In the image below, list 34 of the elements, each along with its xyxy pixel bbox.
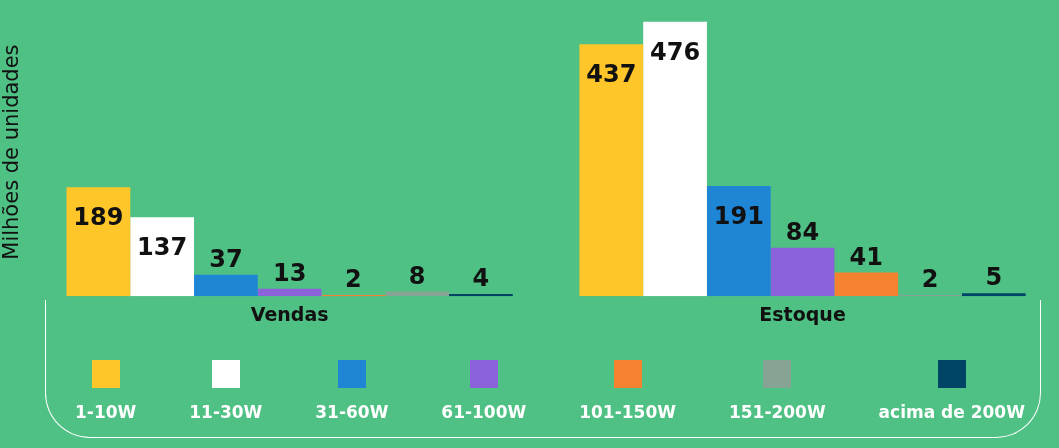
- bar: [579, 44, 644, 297]
- data-label: 4: [472, 263, 490, 292]
- bar: [643, 21, 707, 297]
- bar: [257, 288, 322, 297]
- x-tick-label: Estoque: [759, 302, 846, 325]
- data-label: 37: [209, 244, 243, 273]
- legend-label: 11-30W: [189, 402, 263, 422]
- data-label: 2: [921, 265, 939, 294]
- y-axis-title: Milhões de unidades: [0, 44, 24, 260]
- legend-label: 61-100W: [441, 402, 527, 422]
- legend-label: 1-10W: [75, 402, 137, 422]
- legend-label: 151-200W: [728, 402, 826, 422]
- bar: [770, 247, 835, 297]
- data-label: 137: [137, 233, 188, 262]
- legend-label: 31-60W: [315, 402, 389, 422]
- x-tick-label: Vendas: [250, 302, 329, 325]
- data-label: 437: [586, 60, 637, 89]
- data-label: 13: [272, 258, 307, 287]
- data-label: 84: [785, 217, 820, 246]
- data-label: 189: [73, 203, 124, 232]
- data-label: 2: [345, 265, 362, 294]
- bar: [834, 272, 899, 297]
- data-label: 41: [849, 242, 883, 271]
- bar: [706, 186, 771, 297]
- legend-label: 101-150W: [579, 402, 676, 422]
- bar: [194, 274, 258, 297]
- data-label: 5: [985, 263, 1003, 292]
- data-label: 476: [650, 37, 701, 66]
- legend-label: acima de 200W: [878, 402, 1025, 422]
- bar: [961, 293, 1026, 297]
- data-label: 191: [713, 202, 764, 231]
- bar: [66, 187, 131, 297]
- bar: [130, 217, 195, 297]
- data-label: 8: [408, 261, 426, 290]
